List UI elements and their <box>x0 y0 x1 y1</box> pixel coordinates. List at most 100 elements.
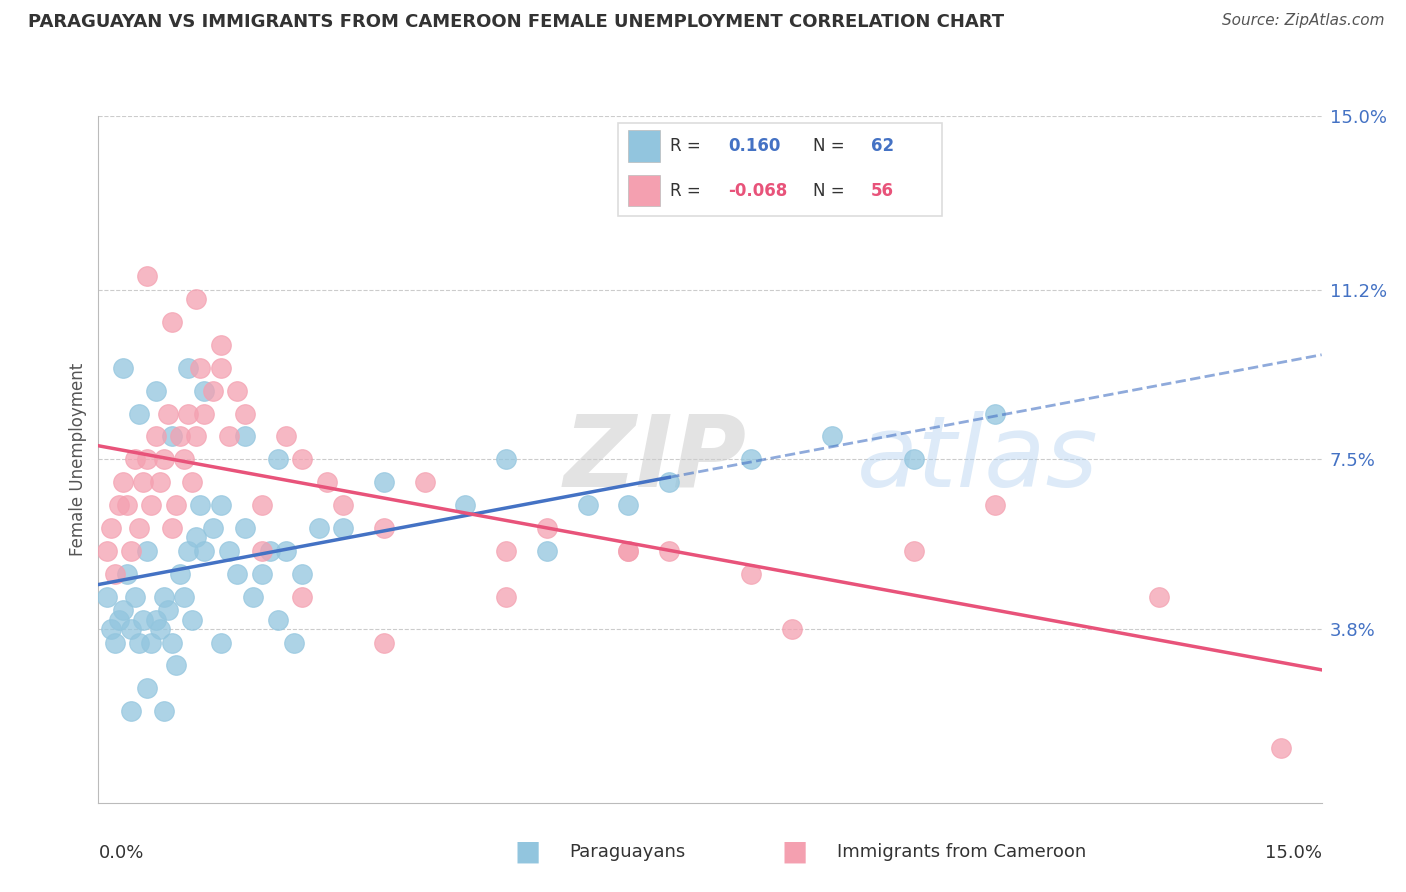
Point <box>120 704 142 718</box>
Point <box>152 590 174 604</box>
Point <box>218 544 240 558</box>
Point <box>242 590 264 604</box>
Point <box>160 315 183 329</box>
Point <box>96 544 118 558</box>
Point <box>136 452 159 467</box>
Text: Immigrants from Cameroon: Immigrants from Cameroon <box>837 843 1085 861</box>
Point <box>1270 740 1292 755</box>
Point <box>173 452 195 467</box>
Point <box>111 475 134 490</box>
Point <box>152 452 174 467</box>
Point <box>120 544 142 558</box>
Point <box>124 590 146 604</box>
Point <box>149 475 172 490</box>
Point <box>740 566 762 581</box>
Point <box>193 544 215 558</box>
Point <box>149 622 172 636</box>
Point <box>136 681 159 696</box>
Point <box>193 407 215 421</box>
Y-axis label: Female Unemployment: Female Unemployment <box>69 363 87 556</box>
Point <box>188 498 212 512</box>
Text: ■: ■ <box>782 838 807 866</box>
Point <box>181 613 204 627</box>
Point <box>291 452 314 467</box>
Point <box>903 544 925 558</box>
Point <box>169 429 191 443</box>
Point <box>308 521 330 535</box>
Point <box>373 521 395 535</box>
Point <box>821 429 844 443</box>
Point <box>108 498 131 512</box>
Point <box>152 704 174 718</box>
Point <box>132 475 155 490</box>
Point <box>658 544 681 558</box>
Point <box>267 613 290 627</box>
Point <box>291 566 314 581</box>
Point <box>250 498 273 512</box>
Point <box>617 544 640 558</box>
Point <box>136 269 159 284</box>
Point <box>495 590 517 604</box>
Point <box>536 521 558 535</box>
Point <box>169 566 191 581</box>
Text: Paraguayans: Paraguayans <box>569 843 686 861</box>
Point <box>156 603 179 617</box>
Point <box>186 530 208 544</box>
Point <box>128 635 150 649</box>
Point <box>226 384 249 398</box>
Point <box>209 338 232 352</box>
Text: Source: ZipAtlas.com: Source: ZipAtlas.com <box>1222 13 1385 29</box>
Point <box>373 635 395 649</box>
Point <box>141 635 163 649</box>
Point <box>156 407 179 421</box>
Text: ZIP: ZIP <box>564 411 747 508</box>
Point <box>104 635 127 649</box>
Point <box>267 452 290 467</box>
Point <box>218 429 240 443</box>
Point <box>141 498 163 512</box>
Point <box>145 429 167 443</box>
Point <box>984 498 1007 512</box>
Point <box>233 429 256 443</box>
Point <box>233 521 256 535</box>
Text: ■: ■ <box>515 838 540 866</box>
Point <box>193 384 215 398</box>
Point <box>201 521 224 535</box>
Point <box>495 544 517 558</box>
Point <box>100 521 122 535</box>
Point <box>332 498 354 512</box>
Text: atlas: atlas <box>856 411 1098 508</box>
Text: 0.0%: 0.0% <box>98 844 143 862</box>
Point <box>283 635 305 649</box>
Point <box>104 566 127 581</box>
Point <box>250 566 273 581</box>
Point <box>413 475 436 490</box>
Point <box>291 590 314 604</box>
Point <box>173 590 195 604</box>
Point <box>177 544 200 558</box>
Point <box>740 452 762 467</box>
Point <box>165 658 187 673</box>
Point <box>160 635 183 649</box>
Point <box>984 407 1007 421</box>
Point <box>495 452 517 467</box>
Point <box>111 360 134 375</box>
Point <box>115 498 138 512</box>
Point <box>332 521 354 535</box>
Point <box>536 544 558 558</box>
Point <box>188 360 212 375</box>
Point <box>209 360 232 375</box>
Point <box>209 498 232 512</box>
Point <box>186 429 208 443</box>
Point <box>128 521 150 535</box>
Point <box>226 566 249 581</box>
Point <box>209 635 232 649</box>
Point <box>124 452 146 467</box>
Point <box>145 384 167 398</box>
Point <box>259 544 281 558</box>
Point <box>274 544 297 558</box>
Point <box>136 544 159 558</box>
Point <box>181 475 204 490</box>
Point <box>780 622 803 636</box>
Text: PARAGUAYAN VS IMMIGRANTS FROM CAMEROON FEMALE UNEMPLOYMENT CORRELATION CHART: PARAGUAYAN VS IMMIGRANTS FROM CAMEROON F… <box>28 13 1004 31</box>
